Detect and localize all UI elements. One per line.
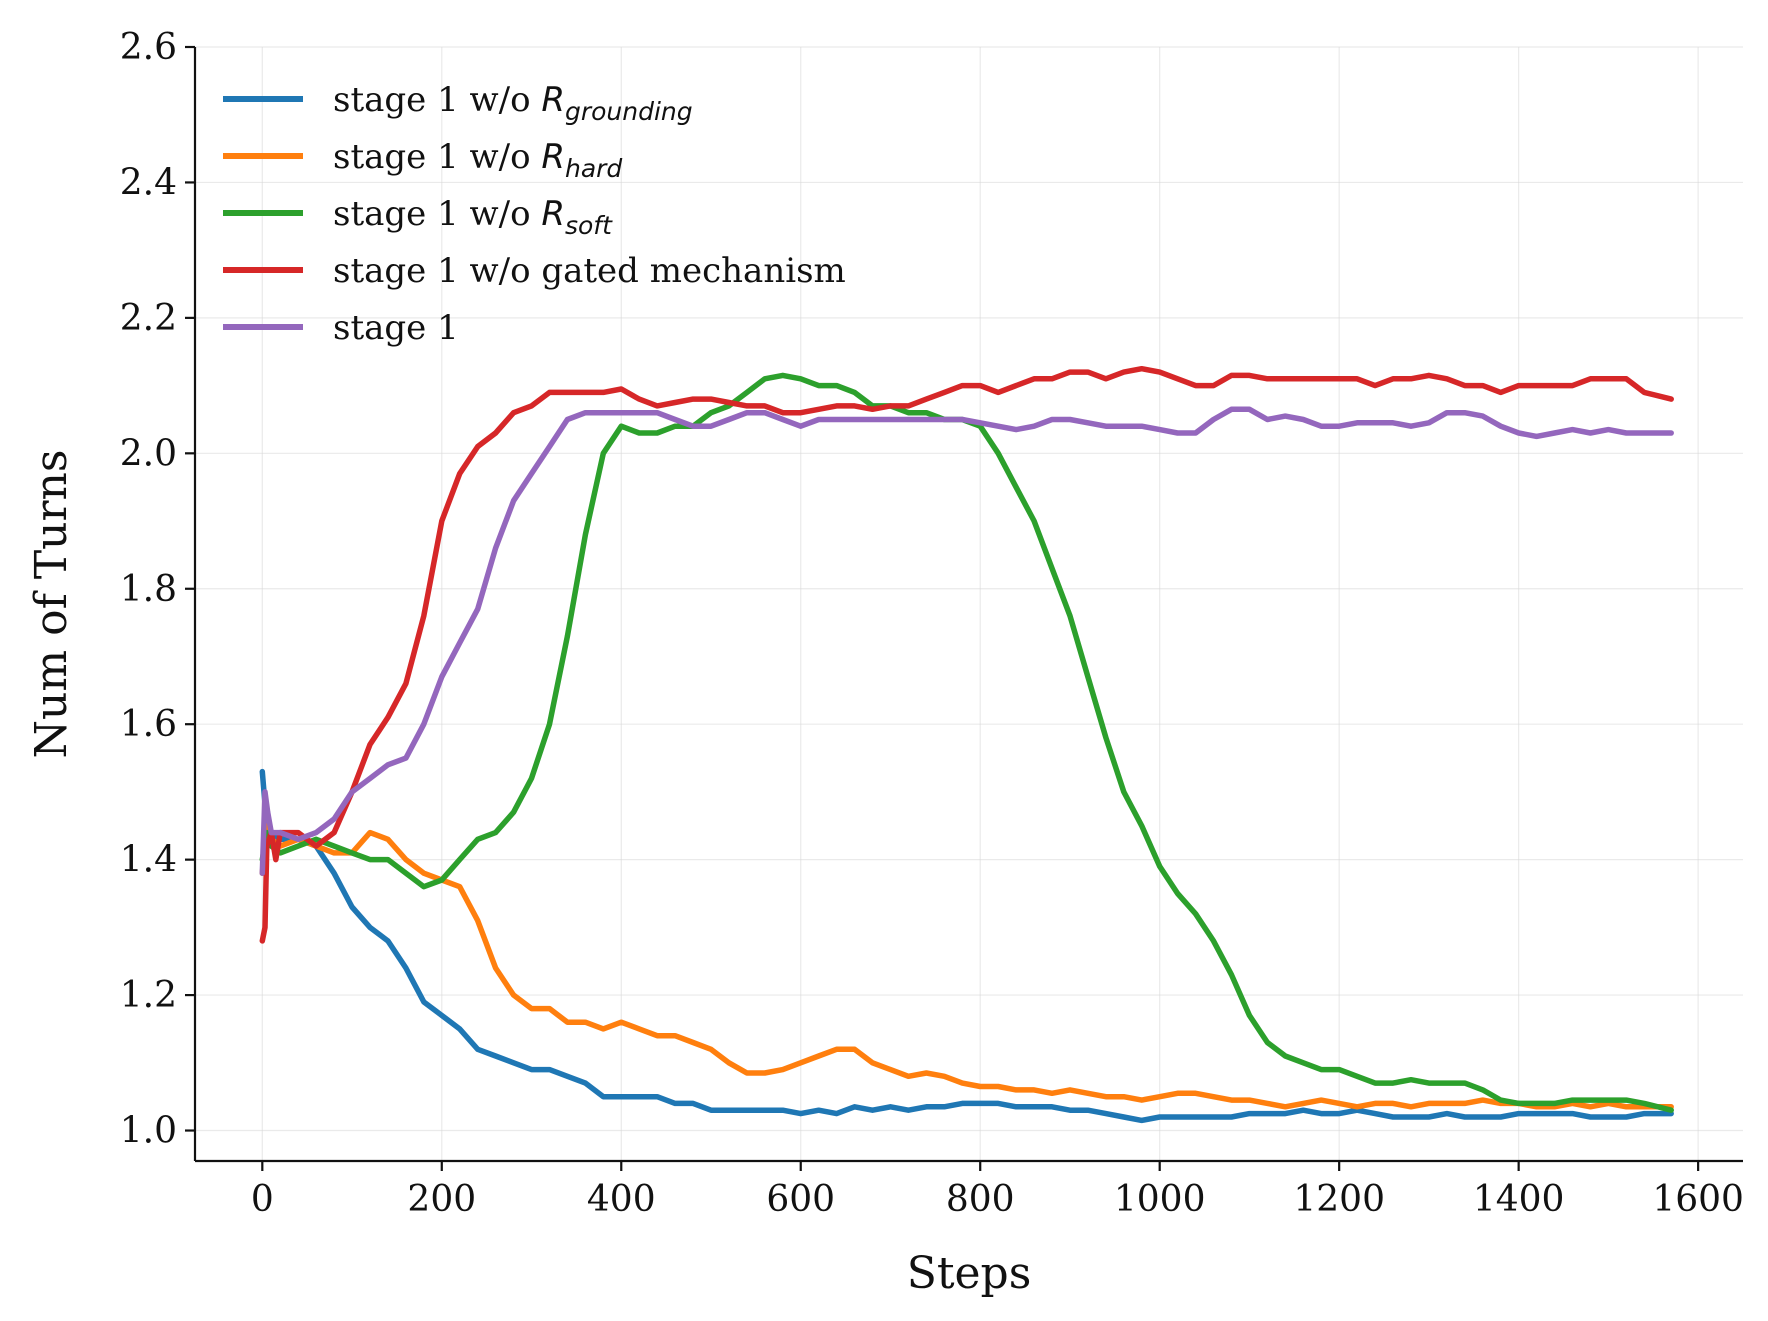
legend-label-5: stage 1 xyxy=(333,308,459,348)
y-tick-label: 2.2 xyxy=(120,298,177,339)
legend-label-4: stage 1 w/o gated mechanism xyxy=(333,251,846,291)
legend-label-3: stage 1 w/o Rsoft xyxy=(333,194,613,240)
legend-label-2: stage 1 w/o Rhard xyxy=(333,137,622,183)
series-line-2 xyxy=(259,823,1674,1110)
x-axis-label: Steps xyxy=(907,1248,1032,1299)
y-tick-label: 1.4 xyxy=(120,840,177,881)
y-ticks: 1.0 1.2 1.4 1.6 1.8 2.0 2.2 2.4 2.6 xyxy=(120,27,195,1152)
y-tick-label: 2.6 xyxy=(120,27,177,68)
x-tick-label: 1200 xyxy=(1293,1179,1385,1220)
series-line-1 xyxy=(259,768,1674,1124)
y-tick-label: 2.0 xyxy=(120,433,177,474)
x-tick-label: 200 xyxy=(407,1179,476,1220)
legend: stage 1 w/o Rgrounding stage 1 w/o Rhard s… xyxy=(223,80,846,348)
x-ticks: 0 200 400 600 800 1000 1200 1400 1600 xyxy=(251,1161,1744,1220)
y-tick-label: 1.2 xyxy=(120,975,177,1016)
y-axis-label: Num of Turns xyxy=(26,450,77,759)
x-tick-label: 1400 xyxy=(1473,1179,1565,1220)
y-tick-label: 1.0 xyxy=(120,1111,177,1152)
series-line-5 xyxy=(259,406,1674,876)
grid xyxy=(195,46,1743,1161)
x-tick-label: 800 xyxy=(946,1179,1015,1220)
y-tick-label: 1.8 xyxy=(120,569,177,610)
x-tick-label: 600 xyxy=(766,1179,835,1220)
axes xyxy=(193,47,1743,1163)
x-tick-label: 400 xyxy=(587,1179,656,1220)
y-tick-label: 1.6 xyxy=(120,704,177,745)
legend-label-1: stage 1 w/o Rgrounding xyxy=(333,80,693,126)
x-tick-label: 1600 xyxy=(1652,1179,1744,1220)
x-tick-label: 0 xyxy=(251,1179,274,1220)
series-line-4 xyxy=(259,365,1674,944)
y-tick-label: 2.4 xyxy=(120,162,177,203)
series-line-3 xyxy=(259,372,1674,1113)
x-tick-label: 1000 xyxy=(1114,1179,1206,1220)
series-lines xyxy=(259,365,1674,1124)
